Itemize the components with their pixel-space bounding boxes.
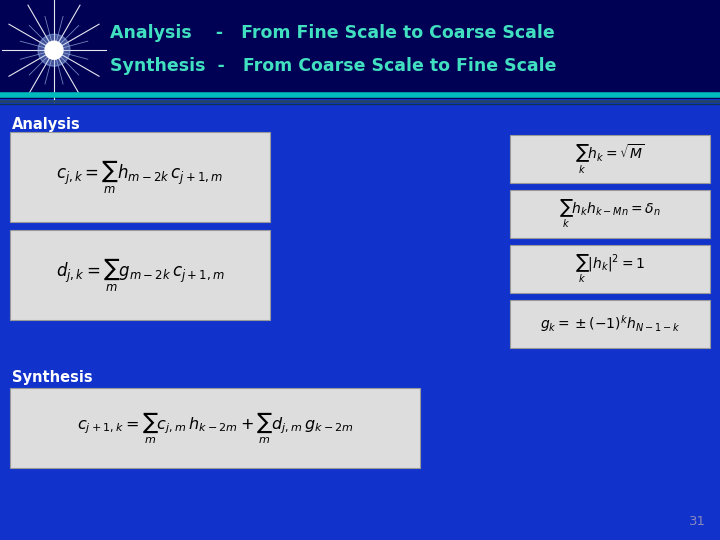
Text: $\sum_k h_k = \sqrt{M}$: $\sum_k h_k = \sqrt{M}$ xyxy=(575,143,645,176)
Bar xyxy=(510,300,710,348)
Text: Analysis: Analysis xyxy=(12,117,81,132)
Bar xyxy=(10,230,270,320)
Text: $c_{j+1,k} = \sum_m c_{j,m}\,h_{k-2m} + \sum_m d_{j,m}\,g_{k-2m}$: $c_{j+1,k} = \sum_m c_{j,m}\,h_{k-2m} + … xyxy=(76,410,354,445)
Text: $g_k = \pm(-1)^k h_{N-1-k}$: $g_k = \pm(-1)^k h_{N-1-k}$ xyxy=(540,314,680,334)
Text: Analysis    -   From Fine Scale to Coarse Scale: Analysis - From Fine Scale to Coarse Sca… xyxy=(110,24,554,42)
Text: $d_{j,k} = \sum_m g_{m-2k}\,c_{j+1,m}$: $d_{j,k} = \sum_m g_{m-2k}\,c_{j+1,m}$ xyxy=(55,256,225,294)
Text: Synthesis: Synthesis xyxy=(12,370,93,385)
Bar xyxy=(0,0,720,99)
Circle shape xyxy=(45,41,63,59)
Text: Synthesis  -   From Coarse Scale to Fine Scale: Synthesis - From Coarse Scale to Fine Sc… xyxy=(110,57,557,75)
Bar xyxy=(510,245,710,293)
Text: 31: 31 xyxy=(689,515,706,528)
Text: $\sum_k h_k h_{k-Mn} = \delta_n$: $\sum_k h_k h_{k-Mn} = \delta_n$ xyxy=(559,198,661,230)
Bar xyxy=(510,135,710,183)
Text: $\sum_k |h_k|^2 = 1$: $\sum_k |h_k|^2 = 1$ xyxy=(575,253,645,285)
Text: $c_{j,k} = \sum_m h_{m-2k}\,c_{j+1,m}$: $c_{j,k} = \sum_m h_{m-2k}\,c_{j+1,m}$ xyxy=(56,158,224,195)
Bar xyxy=(10,388,420,468)
Bar xyxy=(510,190,710,238)
Circle shape xyxy=(38,34,70,66)
Bar xyxy=(10,132,270,222)
